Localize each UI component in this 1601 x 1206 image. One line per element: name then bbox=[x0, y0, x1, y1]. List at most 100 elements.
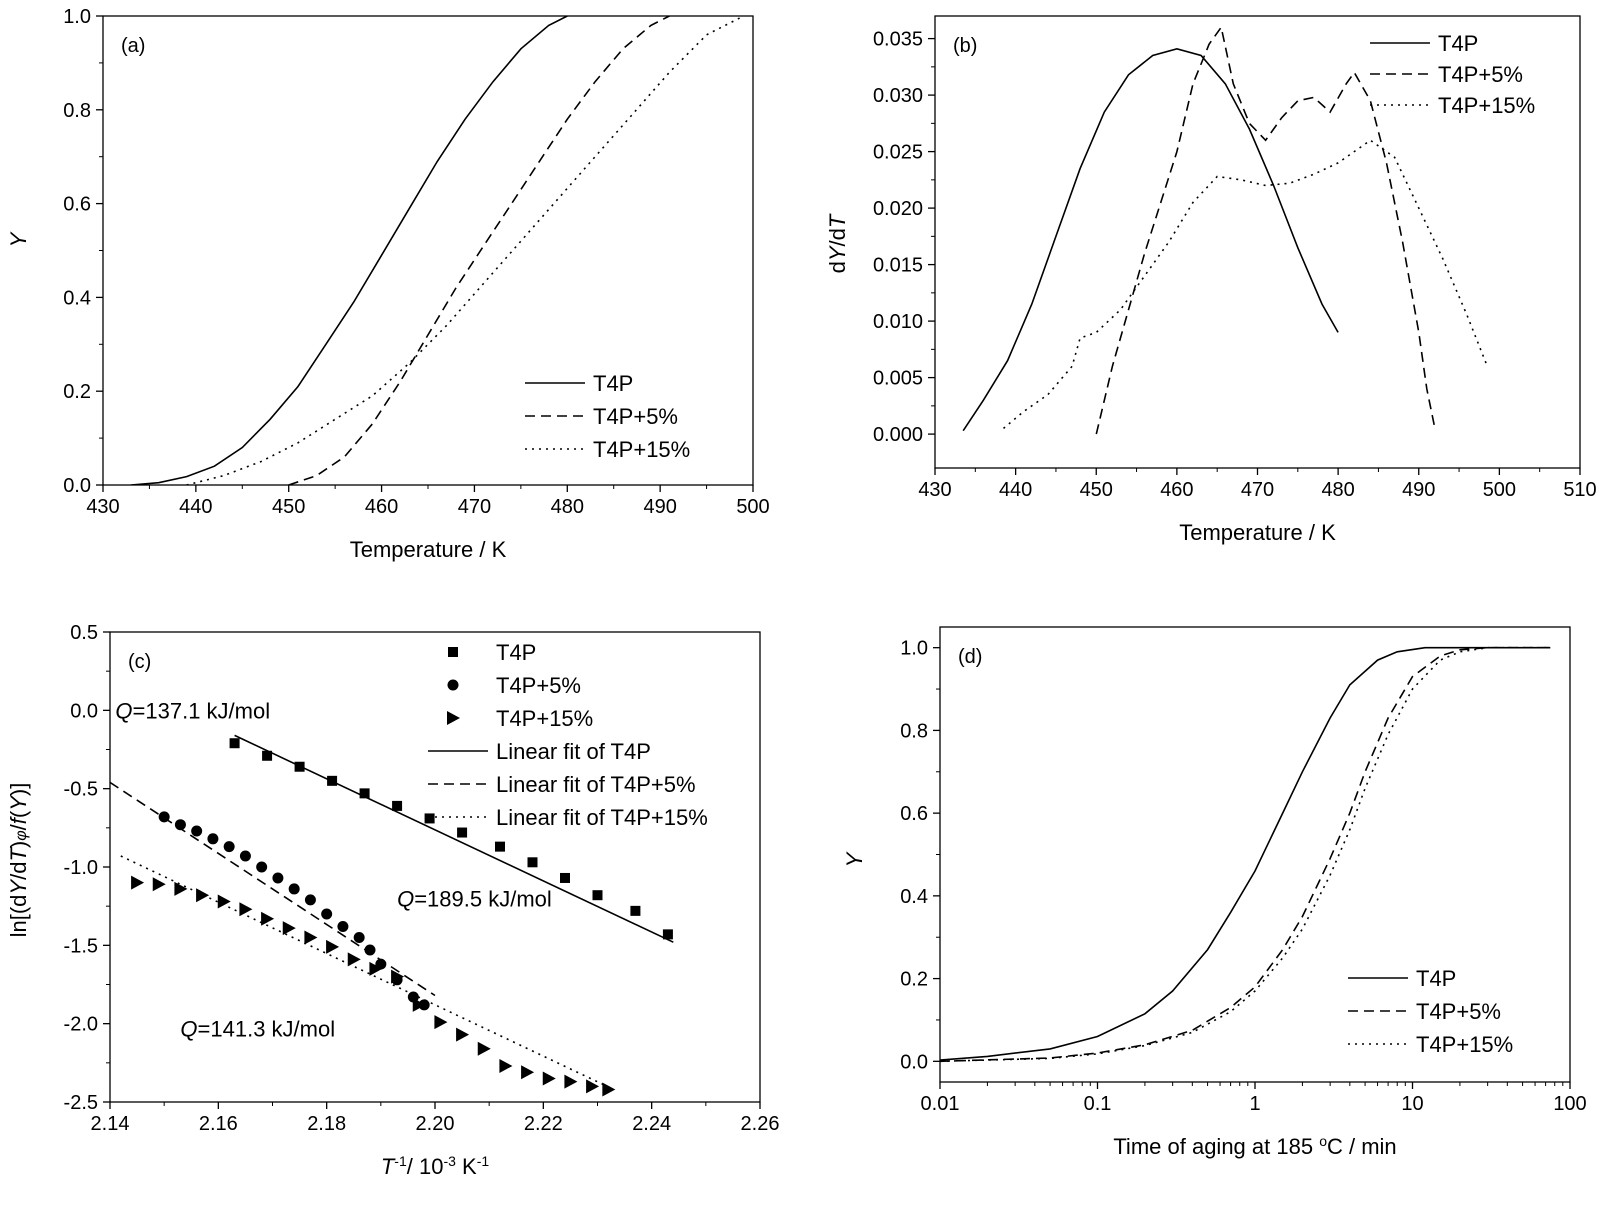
y-tick-label: 1.0 bbox=[63, 6, 91, 28]
legend-marker bbox=[447, 711, 460, 725]
data-point bbox=[592, 890, 603, 901]
series-line-t4p bbox=[130, 16, 568, 485]
data-point bbox=[282, 921, 296, 936]
x-tick-label: 500 bbox=[736, 496, 769, 518]
series-line-linear-fit-of-t4p bbox=[234, 734, 674, 943]
legend-label: T4P bbox=[593, 371, 633, 396]
legend-label: T4P+15% bbox=[1416, 1032, 1513, 1057]
x-tick-label: 1 bbox=[1249, 1093, 1260, 1115]
data-point bbox=[326, 939, 340, 954]
y-tick-label: 0.4 bbox=[900, 886, 928, 908]
legend-label: T4P+5% bbox=[1438, 62, 1523, 87]
data-point bbox=[304, 930, 318, 945]
data-point bbox=[152, 877, 166, 892]
legend-label: T4P bbox=[496, 640, 536, 665]
data-point bbox=[229, 738, 240, 749]
activation-energy-annotation: Q=189.5 kJ/mol bbox=[397, 886, 552, 911]
data-point bbox=[369, 961, 383, 976]
data-point bbox=[391, 969, 405, 984]
data-point bbox=[564, 1074, 578, 1089]
x-tick-label: 10 bbox=[1401, 1093, 1423, 1115]
x-tick-label: 470 bbox=[1241, 479, 1274, 501]
legend-label: Linear fit of T4P+15% bbox=[496, 805, 708, 830]
y-tick-label: 0.0 bbox=[63, 475, 91, 497]
legend-label: T4P+5% bbox=[1416, 999, 1501, 1024]
y-tick-label: 0.5 bbox=[70, 622, 98, 644]
x-tick-label: 100 bbox=[1553, 1093, 1586, 1115]
data-point bbox=[337, 921, 349, 933]
x-tick-label: 460 bbox=[1160, 479, 1193, 501]
series-line-t4p-5- bbox=[940, 646, 1551, 1063]
panel-label: (b) bbox=[953, 35, 977, 57]
series-line-t4p-15- bbox=[186, 16, 745, 485]
x-tick-label: 500 bbox=[1483, 479, 1516, 501]
y-tick-label: -2.0 bbox=[64, 1014, 98, 1036]
data-point bbox=[288, 883, 300, 895]
data-point bbox=[630, 905, 641, 916]
data-point bbox=[477, 1041, 491, 1056]
y-tick-label: -1.5 bbox=[64, 935, 98, 957]
panel-label: (a) bbox=[121, 35, 145, 57]
legend-marker bbox=[448, 647, 458, 657]
data-point bbox=[353, 932, 365, 943]
panel-a: 430 440 450 460 470 480 490 500 0.0 0.2 0.4 0.6 0.8 1… bbox=[6, 6, 770, 562]
data-point bbox=[261, 911, 275, 926]
data-point bbox=[304, 894, 316, 906]
y-tick-label: 0.6 bbox=[900, 803, 928, 825]
y-axis-label: ln[(dY/dT)φ/f(Y)] bbox=[6, 783, 31, 938]
y-tick-label: 0.8 bbox=[63, 100, 91, 122]
data-point bbox=[262, 750, 273, 761]
data-point bbox=[131, 875, 145, 890]
legend: T4P T4P+5% T4P+15% bbox=[525, 371, 690, 462]
data-point bbox=[364, 944, 376, 956]
y-tick-label: 0.8 bbox=[900, 720, 928, 742]
y-tick-label: 0.025 bbox=[873, 142, 923, 164]
data-point bbox=[495, 841, 505, 852]
y-tick-label: -0.5 bbox=[64, 779, 98, 801]
legend-marker bbox=[447, 679, 459, 691]
legend-label: T4P+15% bbox=[593, 437, 690, 462]
x-tick-label: 440 bbox=[999, 479, 1032, 501]
x-tick-label: 2.22 bbox=[524, 1113, 563, 1135]
data-point bbox=[359, 788, 370, 799]
y-tick-label: 0.005 bbox=[873, 368, 923, 390]
y-tick-label: 0.015 bbox=[873, 255, 923, 277]
data-point bbox=[542, 1071, 556, 1086]
legend-label: T4P bbox=[1438, 31, 1478, 56]
data-point bbox=[434, 1015, 448, 1030]
x-tick-label: 2.26 bbox=[741, 1113, 780, 1135]
legend: T4P T4P+5% T4P+15% bbox=[1348, 966, 1513, 1057]
activation-energy-annotation: Q=141.3 kJ/mol bbox=[180, 1016, 335, 1041]
y-tick-label: 0.020 bbox=[873, 198, 923, 220]
x-tick-label: 440 bbox=[179, 496, 212, 518]
data-point bbox=[239, 902, 253, 917]
legend-label: T4P+5% bbox=[496, 673, 581, 698]
x-tick-label: 2.18 bbox=[307, 1113, 346, 1135]
legend-label: T4P+15% bbox=[496, 706, 593, 731]
panel-c: 2.14 2.16 2.18 2.20 2.22 2.24 2.26 -2.5 -2.0 -1.5… bbox=[6, 622, 779, 1179]
data-point bbox=[196, 888, 210, 903]
x-axis-label: Temperature / K bbox=[350, 537, 507, 562]
x-tick-label: 2.20 bbox=[416, 1113, 455, 1135]
series-line-t4p-15- bbox=[1002, 139, 1489, 430]
y-tick-label: 0.010 bbox=[873, 311, 923, 333]
legend-label: T4P bbox=[1416, 966, 1456, 991]
data-point bbox=[412, 997, 426, 1012]
series-line-t4p-15- bbox=[940, 646, 1551, 1063]
y-axis-label: dY/dT bbox=[825, 213, 850, 273]
panel-label: (d) bbox=[958, 646, 982, 668]
series-line-t4p-5- bbox=[1095, 25, 1436, 435]
data-point bbox=[223, 841, 235, 853]
x-tick-label: 480 bbox=[551, 496, 584, 518]
y-tick-label: 0.0 bbox=[900, 1051, 928, 1073]
data-point bbox=[217, 894, 231, 909]
data-point bbox=[586, 1079, 600, 1094]
y-tick-label: 0.035 bbox=[873, 29, 923, 51]
y-tick-label: 1.0 bbox=[900, 638, 928, 660]
data-point bbox=[207, 833, 219, 845]
data-point bbox=[521, 1065, 535, 1080]
x-tick-label: 0.1 bbox=[1084, 1093, 1112, 1115]
y-tick-label: 0.6 bbox=[63, 194, 91, 216]
data-point bbox=[424, 813, 435, 824]
